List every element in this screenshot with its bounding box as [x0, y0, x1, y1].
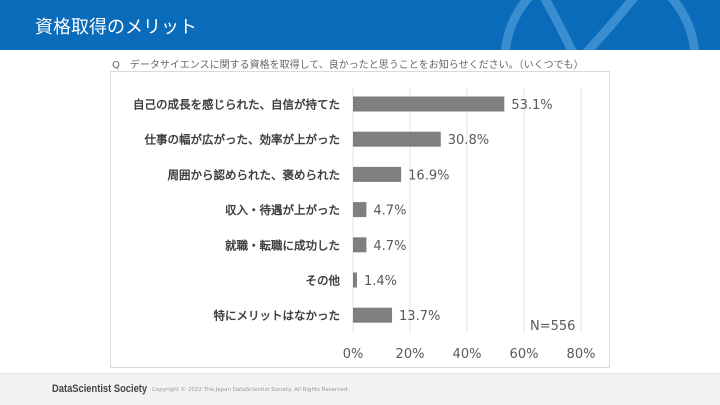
bar [353, 272, 357, 288]
data-label: 4.7% [373, 239, 406, 254]
page-title: 資格取得のメリット [35, 17, 197, 38]
data-label: 13.7% [399, 309, 440, 324]
bar [353, 131, 441, 147]
data-label: 1.4% [364, 274, 397, 289]
bar [353, 307, 393, 323]
category-label: 仕事の幅が広がった、効率が上がった [144, 133, 341, 147]
header-bar: 資格取得のメリット [0, 0, 720, 50]
data-label: 16.9% [408, 168, 449, 183]
data-label: 30.8% [448, 133, 489, 148]
chart-frame [110, 71, 610, 368]
category-label: 収入・待遇が上がった [225, 203, 340, 217]
x-tick-label: 20% [396, 347, 425, 362]
category-label: 特にメリットはなかった [214, 309, 341, 323]
bar [353, 202, 367, 218]
sample-size-note: N=556 [530, 319, 575, 334]
bar [353, 96, 505, 112]
data-label: 4.7% [373, 204, 406, 219]
category-label: 自己の成長を感じられた、自信が持てた [133, 98, 340, 112]
bar [353, 166, 402, 182]
x-tick-label: 60% [510, 347, 539, 362]
bar-chart: 0% 20% 40% 60% 80% 自己の成長を感じられた、自信が持てた 53.1% 仕事の… [133, 88, 596, 362]
bar [353, 237, 367, 253]
footer: DataScientist Society Copyright © 2022 T… [0, 373, 720, 405]
x-tick-label: 0% [343, 347, 364, 362]
category-label: 周囲から認められた、褒められた [168, 168, 341, 182]
globe-decoration-icon [501, 0, 699, 50]
survey-question: Q データサイエンスに関する資格を取得して、良かったと思うことをお知らせください… [112, 60, 584, 71]
brand-logo: DataScientist Society [52, 383, 148, 395]
copyright: Copyright © 2022 The Japan DataScientist… [152, 387, 350, 393]
category-label: その他 [306, 274, 341, 288]
x-tick-label: 80% [567, 347, 596, 362]
category-label: 就職・転職に成功した [225, 238, 340, 252]
x-tick-label: 40% [453, 347, 482, 362]
data-label: 53.1% [511, 98, 552, 113]
